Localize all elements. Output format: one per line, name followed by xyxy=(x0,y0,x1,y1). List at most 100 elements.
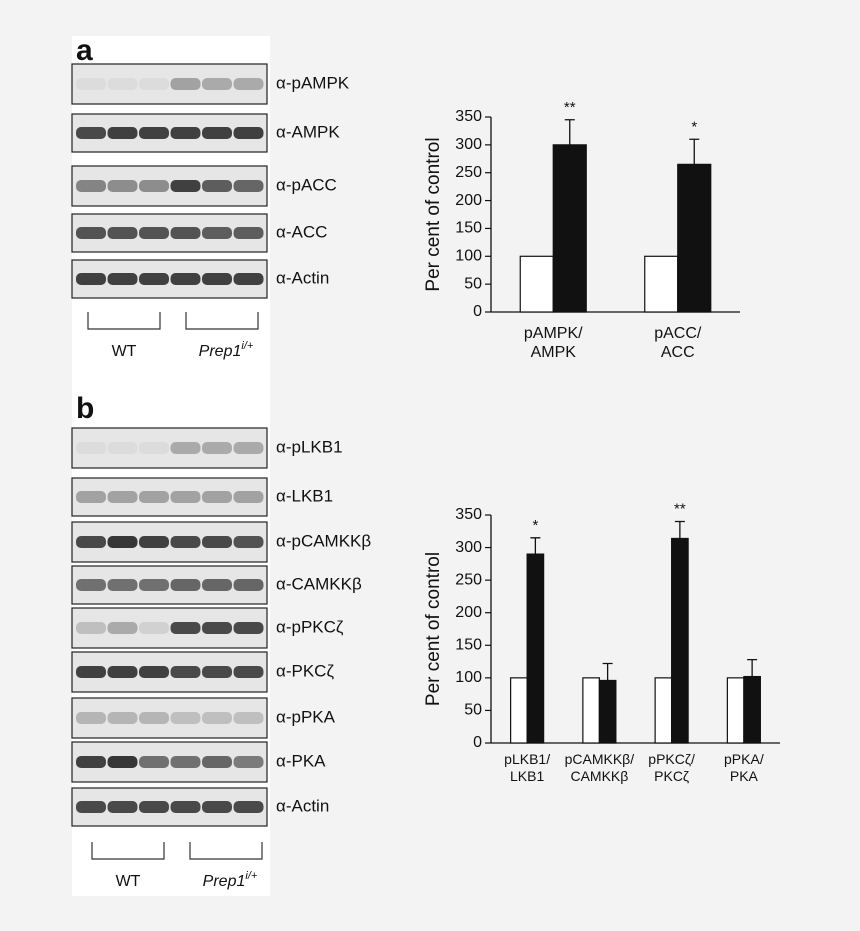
bar xyxy=(671,537,689,744)
group-bracket xyxy=(87,312,161,330)
blot-band xyxy=(202,756,232,768)
blot-band xyxy=(107,712,138,724)
blot-band xyxy=(139,180,169,192)
blot-band xyxy=(76,78,106,90)
blot-label: α-Actin xyxy=(276,796,329,815)
panel-letter: b xyxy=(76,392,94,425)
blot-band xyxy=(170,579,201,591)
blot-label: α-PKCζ xyxy=(276,661,334,680)
blot-label: α-pAMPK xyxy=(276,73,350,92)
blot-band xyxy=(139,442,169,454)
y-tick-label: 350 xyxy=(455,506,482,523)
blot-band xyxy=(76,127,106,139)
blot-band xyxy=(202,801,232,813)
significance-mark: ** xyxy=(674,500,686,517)
blot-band xyxy=(202,622,232,634)
x-tick-label: pCAMKKβ/CAMKKβ xyxy=(565,751,635,784)
blot-band xyxy=(107,442,138,454)
blot-band xyxy=(76,579,106,591)
y-tick-label: 100 xyxy=(455,248,482,265)
blot-band xyxy=(202,491,232,503)
blot-band xyxy=(233,622,264,634)
blot-label: α-pPKA xyxy=(276,707,336,726)
blot-band xyxy=(76,227,106,239)
bar xyxy=(644,255,679,313)
error-bar xyxy=(689,138,700,165)
blot-band xyxy=(202,442,232,454)
x-tick-label: pAMPK/AMPK xyxy=(524,325,583,361)
group-superscript: i/+ xyxy=(241,340,254,352)
y-tick-label: 100 xyxy=(455,669,482,686)
blot-band xyxy=(139,536,169,548)
blot-band xyxy=(170,536,201,548)
blot-band xyxy=(170,666,201,678)
group-label: Prep1i/+ xyxy=(203,870,258,890)
blot-band xyxy=(202,579,232,591)
blot-band xyxy=(76,801,106,813)
bar xyxy=(598,679,617,744)
x-tick-label: pPKCζ/PKCζ xyxy=(648,751,695,784)
blot-band xyxy=(76,180,106,192)
blot-band xyxy=(139,712,169,724)
blot-band xyxy=(170,491,201,503)
blot-band xyxy=(107,227,138,239)
blot-band xyxy=(170,180,201,192)
y-tick-label: 250 xyxy=(455,571,482,588)
group-bracket xyxy=(189,842,263,860)
blot-band xyxy=(107,536,138,548)
significance-mark: * xyxy=(691,118,697,135)
blot-band xyxy=(202,273,232,285)
error-bar xyxy=(602,662,613,681)
blot-band xyxy=(202,127,232,139)
blot-band xyxy=(202,666,232,678)
y-tick-label: 150 xyxy=(455,220,482,237)
blot-band xyxy=(202,227,232,239)
significance-mark: * xyxy=(532,517,538,534)
blot-label: α-pPKCζ xyxy=(276,617,344,636)
blot-band xyxy=(170,712,201,724)
group-label: WT xyxy=(112,343,137,360)
group-superscript: i/+ xyxy=(245,870,258,882)
blot-band xyxy=(139,801,169,813)
blot-label: α-pLKB1 xyxy=(276,437,343,456)
blot-band xyxy=(170,273,201,285)
bar xyxy=(677,163,712,313)
y-tick-label: 300 xyxy=(455,136,482,153)
blot-band xyxy=(76,712,106,724)
bar xyxy=(526,553,545,744)
blot-band xyxy=(76,273,106,285)
blot-band xyxy=(233,801,264,813)
error-bar xyxy=(674,520,685,539)
blot-band xyxy=(233,78,264,90)
y-axis-label: Per cent of control xyxy=(423,552,444,706)
blot-label: α-AMPK xyxy=(276,122,340,141)
bar xyxy=(552,144,587,313)
blot-band xyxy=(139,78,169,90)
blot-strip xyxy=(71,697,268,739)
blot-band xyxy=(170,78,201,90)
blot-band xyxy=(170,801,201,813)
blot-band xyxy=(139,622,169,634)
blot-band xyxy=(76,756,106,768)
blot-band xyxy=(107,180,138,192)
bar xyxy=(743,675,761,744)
y-tick-label: 350 xyxy=(455,108,482,125)
blot-band xyxy=(107,273,138,285)
y-tick-label: 250 xyxy=(455,164,482,181)
group-name: Prep1 xyxy=(199,343,242,360)
blot-label: α-Actin xyxy=(276,268,329,287)
blot-band xyxy=(76,442,106,454)
bar xyxy=(519,255,554,313)
blot-band xyxy=(76,666,106,678)
blot-band xyxy=(233,127,264,139)
blot-band xyxy=(202,712,232,724)
blot-band xyxy=(139,227,169,239)
blot-label: α-PKA xyxy=(276,751,326,770)
group-bracket xyxy=(185,312,259,330)
blot-band xyxy=(233,579,264,591)
y-tick-label: 50 xyxy=(464,275,482,292)
blot-strip xyxy=(71,477,268,517)
blot-strip xyxy=(71,63,268,105)
blot-band xyxy=(107,127,138,139)
